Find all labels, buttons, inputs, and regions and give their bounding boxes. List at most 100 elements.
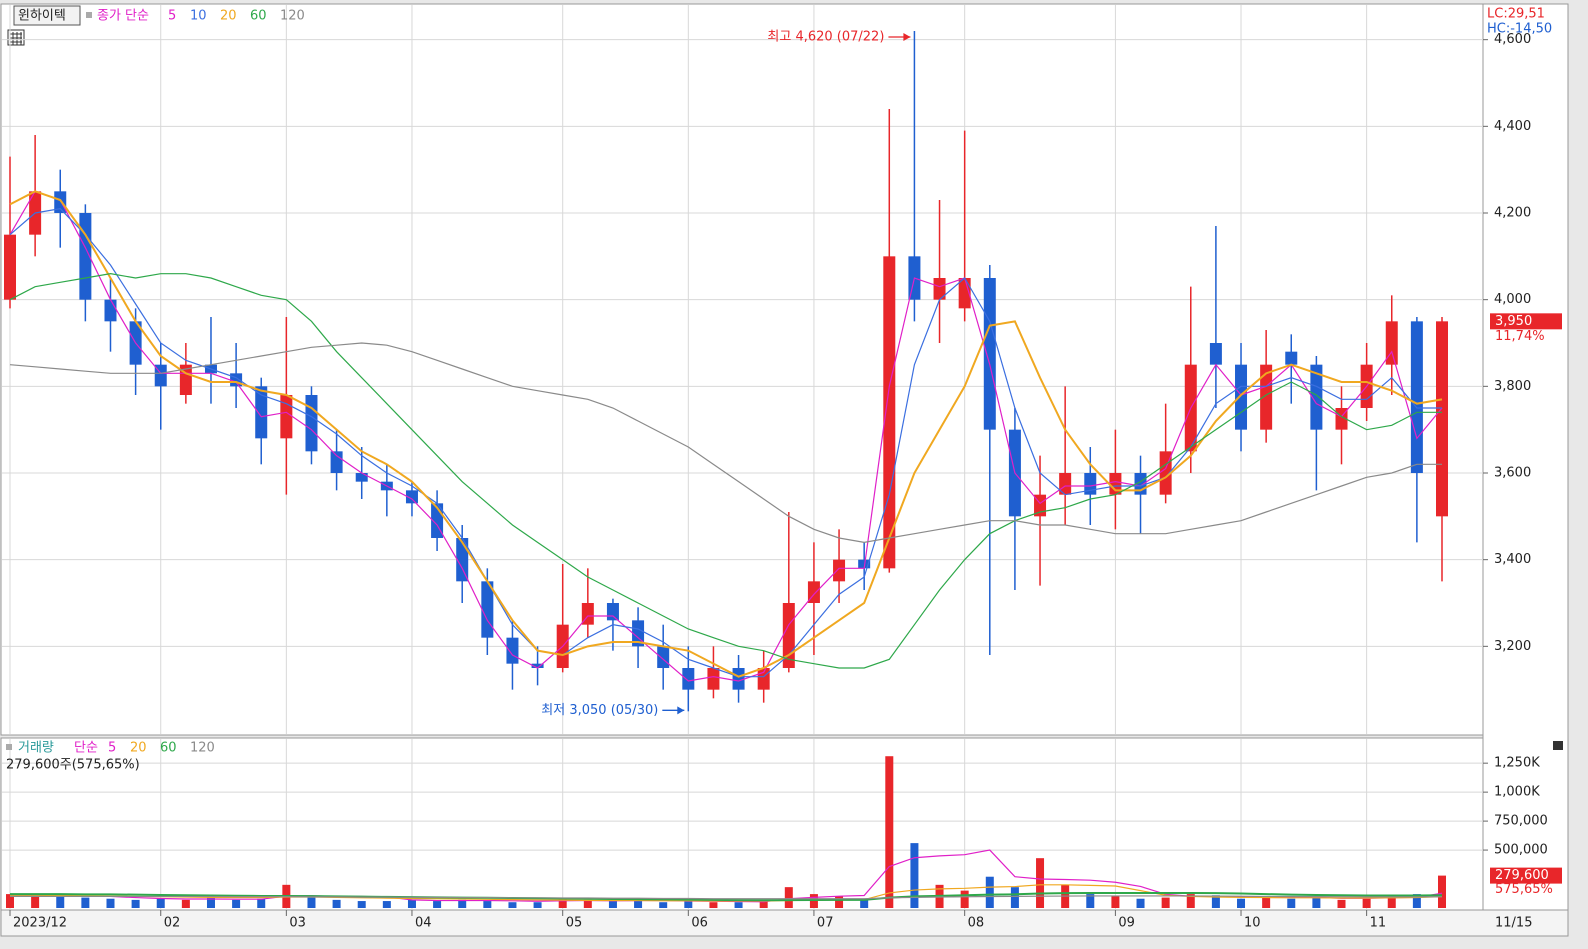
volume-bar [382, 901, 391, 908]
candle-body [280, 395, 293, 439]
candle-body [983, 278, 996, 430]
volume-bar [1161, 897, 1170, 908]
y-tick-label: 4,600 [1494, 32, 1531, 47]
candle-body [958, 278, 971, 309]
title-box [13, 5, 81, 26]
volume-bar [533, 902, 542, 908]
volume-bar [332, 899, 341, 908]
x-tick-label: 07 [817, 916, 834, 931]
candle-body [1436, 321, 1448, 517]
volume-bar [1312, 896, 1321, 908]
volume-bar [6, 894, 14, 908]
volume-bar [709, 902, 718, 908]
x-tick-label: 2023/12 [13, 916, 67, 931]
candle-body [1235, 364, 1248, 430]
legend-entry: 5 [168, 9, 176, 24]
volume-bar [1186, 894, 1195, 908]
legend-title: 종가 단순 [97, 9, 149, 24]
x-tick-label: 02 [164, 916, 181, 931]
x-tick-label: 08 [968, 916, 985, 931]
candle-body [481, 581, 494, 638]
date-axis [0, 909, 1569, 937]
candle-body [405, 490, 418, 504]
candle-body [4, 234, 16, 300]
indicator: HC:-14,50 [1487, 22, 1552, 37]
indicator: LC:29,51 [1487, 7, 1545, 22]
volume-bar [433, 901, 442, 908]
candle-body [1285, 351, 1298, 365]
right-axis [1482, 3, 1569, 911]
y-tick-label: 1,250K [1494, 756, 1540, 771]
volume-bar [885, 756, 894, 908]
volume-bar [1412, 894, 1421, 908]
candle-body [305, 395, 318, 452]
volume-bar [558, 898, 567, 908]
volume-bar [232, 899, 241, 908]
volume-bar [1237, 898, 1246, 908]
x-tick-label: 09 [1118, 916, 1135, 931]
volume-bar [684, 901, 693, 908]
annotation: 최저 3,050 (05/30) [541, 703, 658, 718]
volume-title: 거래량 [18, 741, 54, 756]
candle-body [1059, 473, 1072, 495]
legend-entry: 120 [190, 741, 215, 756]
candle-body [1209, 343, 1222, 365]
annotation-arrowhead [903, 33, 911, 41]
candle-body [330, 451, 343, 473]
legend-entry: 120 [280, 9, 305, 24]
chart-title: 윈하이텍 [18, 9, 66, 24]
y-tick-label: 3,200 [1494, 639, 1531, 654]
legend-entry: 60 [250, 9, 267, 24]
ma-line [10, 895, 1443, 900]
volume-bar [1262, 897, 1271, 908]
legend-entry: 10 [190, 9, 207, 24]
legend-title: 단순 [74, 741, 98, 756]
volume-bar [31, 895, 40, 908]
volume-bar [1010, 887, 1019, 908]
volume-bar [307, 897, 316, 908]
volume-bar [759, 901, 768, 908]
ma-line [9, 273, 1442, 669]
ma-line [10, 884, 1443, 902]
volume-bar [1337, 899, 1346, 908]
volume-bar [106, 898, 115, 908]
volume-bar [1136, 898, 1145, 908]
volume-bar [910, 843, 919, 908]
legend-entry: 20 [220, 9, 237, 24]
current-price-box [1490, 313, 1562, 330]
volume-bar [985, 876, 994, 908]
volume-bar [1036, 858, 1045, 908]
volume-bar [458, 899, 467, 908]
candle-body [54, 191, 67, 213]
grid-icon-lines [10, 32, 22, 45]
volume-bar [1362, 898, 1371, 908]
y-tick-label: 3,600 [1494, 466, 1531, 481]
volume-bar [784, 887, 793, 908]
plot: 2023/12 02 03 04 05 06 07 08 09 10 11 11/15 3,200 3,4… [2, 5, 1562, 931]
volume-bar [1287, 898, 1296, 908]
ma-line [9, 190, 1443, 682]
close-icon [1553, 741, 1563, 750]
y-tick-label: 4,400 [1494, 119, 1531, 134]
current-change: 11,74% [1495, 329, 1545, 344]
candle-body [506, 637, 519, 664]
volume-panel [0, 737, 1484, 911]
y-tick-label: 1,000K [1494, 785, 1540, 800]
current-volume-label: 279,600 [1495, 868, 1549, 883]
volume-bar [407, 899, 416, 908]
volume-bar [131, 899, 140, 908]
legend-entry: 20 [130, 741, 147, 756]
candle-body [657, 646, 670, 668]
candle-body [1109, 473, 1122, 495]
current-volume-ratio: 575,65% [1495, 882, 1553, 897]
candle-body [1310, 364, 1323, 430]
volume-bar [1211, 895, 1220, 908]
candle-body [1410, 321, 1423, 473]
legend-marker [86, 12, 92, 18]
volume-bar [860, 898, 869, 908]
x-tick-label: 06 [691, 916, 708, 931]
volume-bar [809, 894, 818, 908]
ma-line [9, 342, 1442, 543]
